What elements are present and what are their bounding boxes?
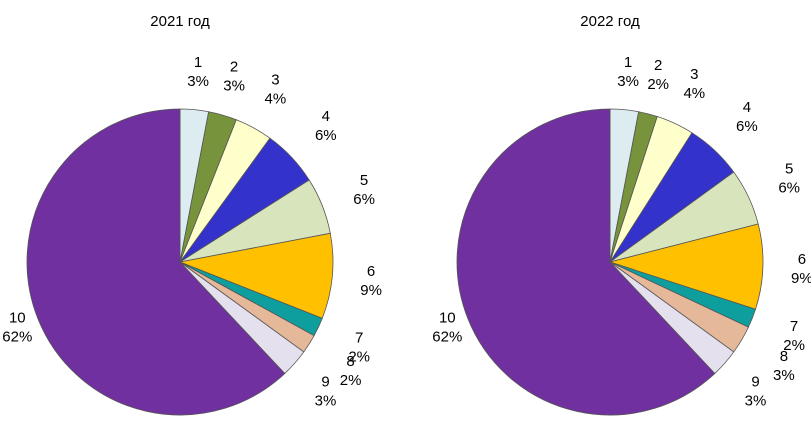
slice-label-category: 5 (360, 172, 368, 189)
slice-label-category: 5 (785, 161, 793, 178)
slice-label-category: 2 (230, 59, 238, 76)
chart-title-2021: 2021 год (150, 13, 210, 30)
slice-label-category: 7 (790, 318, 798, 335)
slice-label-category: 7 (355, 329, 363, 346)
slice-label-category: 2 (654, 57, 662, 74)
slice-label-percent: 3% (223, 78, 245, 95)
slice-label-percent: 62% (432, 328, 462, 345)
slice-label-category: 6 (367, 263, 375, 280)
chart-title-2022: 2022 год (580, 13, 640, 30)
slice-label-percent: 3% (745, 392, 767, 409)
pie-slice-6 (178, 232, 334, 319)
slice-label-category: 10 (9, 309, 26, 326)
slice-label-category: 4 (322, 108, 330, 125)
slice-label-category: 10 (439, 309, 456, 326)
slice-label-percent: 3% (187, 73, 209, 90)
pie-slice-6 (608, 223, 764, 310)
slice-label-percent: 2% (783, 337, 805, 354)
slice-label-percent: 9% (360, 282, 382, 299)
pie-slice-10 (456, 108, 716, 416)
slice-label-percent: 6% (315, 127, 337, 144)
slice-label-category: 9 (751, 373, 759, 390)
slice-label-percent: 6% (778, 180, 800, 197)
slice-label-category: 9 (321, 373, 329, 390)
slice-label-percent: 6% (736, 118, 758, 135)
slice-label-percent: 62% (2, 328, 32, 345)
slice-label-category: 1 (194, 54, 202, 71)
slice-label-percent: 2% (348, 348, 370, 365)
slice-label-category: 8 (346, 353, 354, 370)
slice-label-category: 4 (743, 99, 751, 116)
pie-slice-10 (26, 108, 286, 416)
slice-label-percent: 6% (353, 191, 375, 208)
slice-label-category: 3 (690, 66, 698, 83)
slice-label-category: 3 (271, 72, 279, 89)
slice-label-percent: 9% (791, 270, 811, 287)
slice-label-percent: 3% (617, 73, 639, 90)
slice-label-category: 8 (780, 348, 788, 365)
slice-label-percent: 3% (315, 392, 337, 409)
slice-label-percent: 3% (773, 367, 795, 384)
slice-label-percent: 2% (340, 372, 362, 389)
slice-label-percent: 4% (265, 91, 287, 108)
slice-label-category: 1 (624, 54, 632, 71)
slice-label-percent: 4% (683, 85, 705, 102)
slice-label-percent: 2% (647, 76, 669, 93)
slice-label-category: 6 (798, 251, 806, 268)
